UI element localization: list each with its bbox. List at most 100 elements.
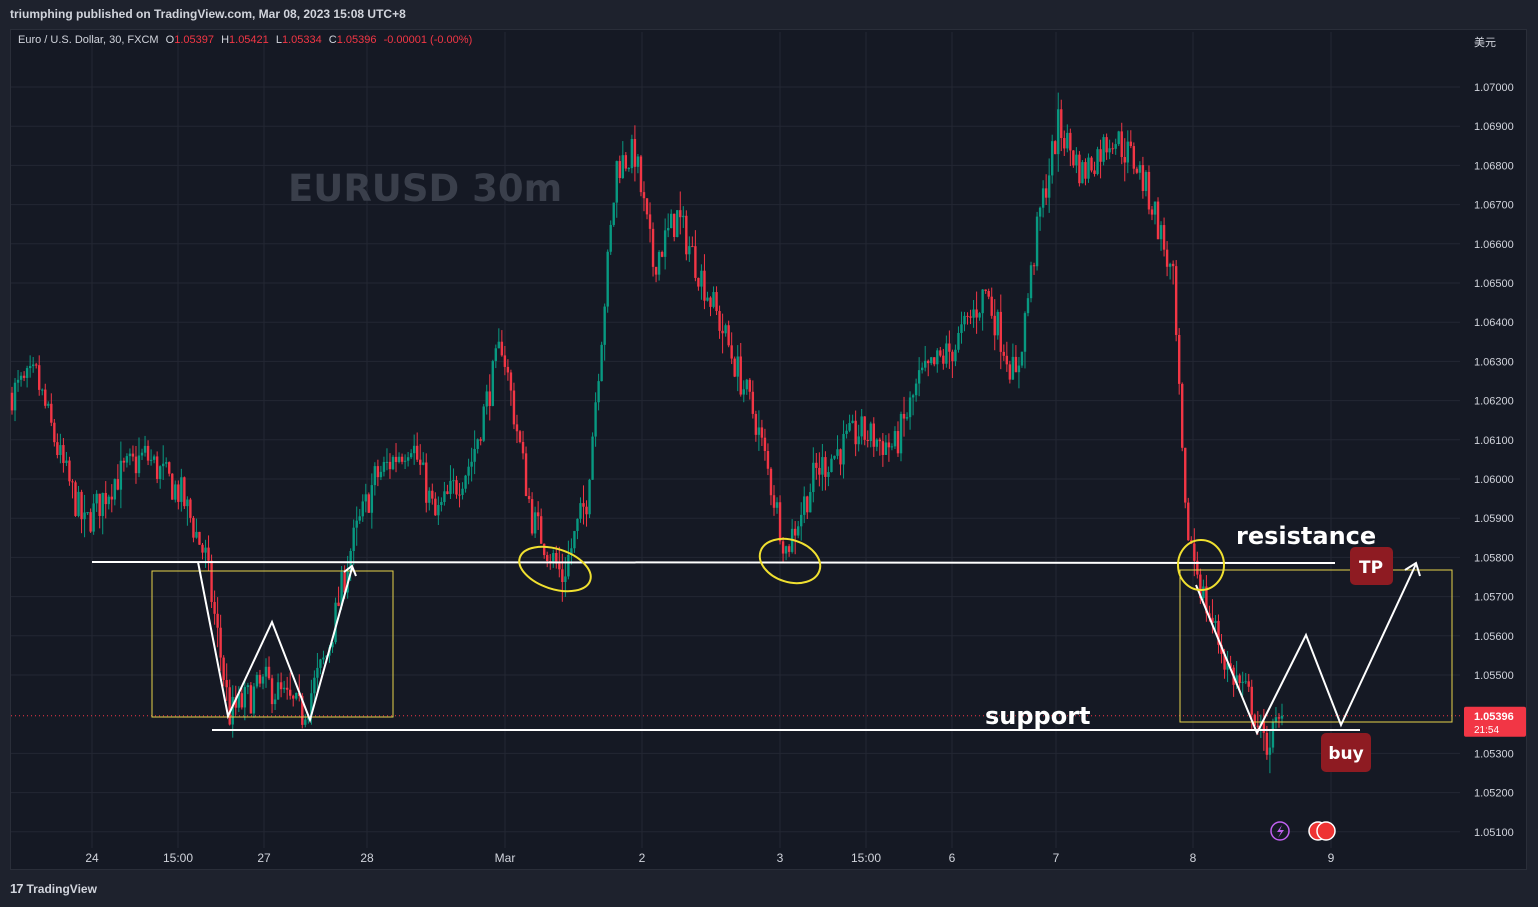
last-price-countdown: 21:54: [1474, 725, 1499, 736]
price-tick-label: 1.06700: [1474, 200, 1514, 212]
candle: [98, 493, 101, 529]
candle: [461, 482, 464, 500]
candle: [165, 457, 168, 468]
price-tick-label: 1.05600: [1474, 631, 1514, 643]
candle: [222, 655, 225, 687]
candle: [1041, 180, 1045, 218]
candle: [800, 502, 803, 541]
candle: [887, 433, 891, 462]
candle: [951, 349, 954, 378]
candle: [428, 487, 431, 511]
candle: [391, 455, 395, 471]
candle: [1226, 650, 1229, 683]
candle: [1023, 311, 1027, 369]
candle: [911, 393, 915, 416]
candle: [736, 345, 739, 392]
candle: [50, 393, 53, 427]
candle: [452, 468, 455, 494]
candle: [990, 287, 993, 319]
candle: [1105, 133, 1108, 160]
price-tick-label: 1.05700: [1474, 592, 1514, 604]
candle: [1126, 130, 1129, 174]
candle: [657, 250, 661, 281]
candle: [479, 437, 482, 446]
candle: [984, 289, 987, 294]
time-tick-label: 9: [1328, 851, 1335, 865]
candle: [1159, 221, 1163, 251]
candle: [1205, 575, 1208, 622]
candle: [830, 454, 833, 473]
candle: [13, 378, 17, 422]
candle: [573, 530, 576, 553]
candle: [1271, 718, 1275, 753]
candle: [131, 445, 135, 462]
candle: [518, 429, 522, 444]
candle: [772, 485, 776, 516]
chart-grid: [11, 32, 1460, 848]
candle: [700, 264, 703, 300]
candle: [603, 303, 606, 361]
candle: [914, 378, 918, 402]
price-tick-label: 1.07000: [1474, 82, 1514, 94]
candle: [140, 448, 144, 460]
candle: [751, 380, 755, 419]
candle: [288, 672, 292, 700]
candle: [966, 312, 969, 325]
candle: [685, 210, 688, 261]
candle: [19, 372, 23, 387]
candle: [724, 323, 727, 337]
support-label: support: [985, 702, 1091, 730]
candle: [364, 483, 367, 513]
tp-label: TP: [1359, 558, 1383, 578]
candle: [128, 448, 132, 466]
candle: [370, 473, 374, 529]
candle: [192, 515, 195, 543]
candle: [636, 154, 640, 174]
candle: [195, 518, 198, 539]
candle: [996, 309, 999, 340]
candle: [47, 401, 50, 409]
time-tick-label: 27: [257, 851, 271, 865]
price-tick-label: 1.05500: [1474, 670, 1514, 682]
candle: [769, 467, 773, 506]
candle: [1156, 197, 1160, 240]
candle: [122, 457, 126, 472]
legend-low: 1.05334: [281, 34, 322, 46]
tradingview-footer[interactable]: 17 TradingView: [10, 881, 97, 896]
candle: [174, 480, 177, 503]
candle: [476, 438, 479, 454]
candle: [201, 543, 204, 560]
candle: [53, 418, 56, 447]
candle: [316, 652, 319, 691]
candle: [1138, 161, 1142, 180]
candle: [1008, 360, 1012, 384]
candle: [1181, 382, 1184, 452]
currency-label[interactable]: 美元: [1474, 37, 1496, 49]
candle: [757, 410, 761, 451]
candle: [415, 432, 419, 463]
candle: [352, 519, 355, 566]
candle: [180, 468, 183, 512]
candle: [673, 213, 676, 242]
candle: [385, 448, 389, 471]
legend-symbol: Euro / U.S. Dollar, 30, FXCM: [18, 34, 159, 46]
candle: [500, 330, 504, 357]
candle: [285, 676, 289, 700]
candle: [158, 465, 162, 489]
time-tick-label: Mar: [495, 851, 516, 865]
candle: [455, 475, 458, 499]
candle: [778, 495, 782, 545]
candle: [1044, 174, 1048, 205]
candle: [1165, 241, 1169, 277]
price-tick-label: 1.06000: [1474, 474, 1514, 486]
candle: [204, 539, 207, 568]
candle: [954, 344, 957, 367]
candle: [633, 125, 637, 182]
chart-legend: Euro / U.S. Dollar, 30, FXCM O1.05397 H1…: [18, 34, 473, 46]
candle: [1150, 205, 1154, 221]
candle: [449, 465, 452, 499]
candle: [28, 355, 32, 378]
candle: [113, 478, 117, 506]
chart-watermark-title: EURUSD 30m: [288, 167, 562, 210]
